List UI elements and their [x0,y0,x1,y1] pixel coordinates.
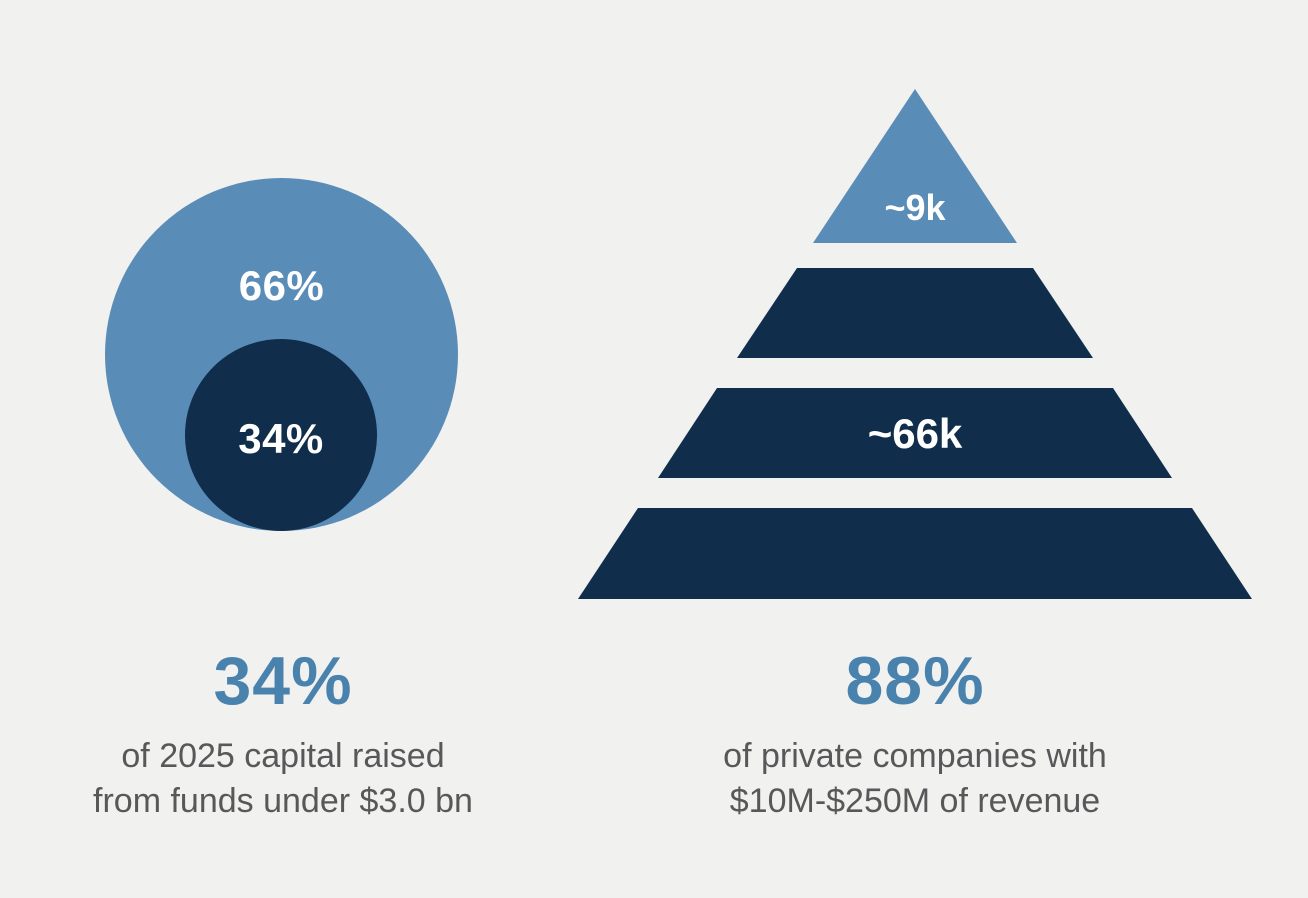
pyramid-top-label: ~9k [884,187,946,228]
pyramid-layer-top [813,89,1017,243]
left-stat-number: 34% [213,643,353,719]
outer-circle-label: 66% [238,262,325,309]
pyramid-layer-bottom [578,508,1252,599]
right-stat-number: 88% [845,643,985,719]
pyramid-middle-label: ~66k [868,410,963,457]
left-caption-line-2: from funds under $3.0 bn [93,782,473,820]
pyramid-chart: ~9k ~66k [578,89,1252,599]
left-stat-block: 34% of 2025 capital raised from funds un… [33,642,533,824]
left-caption-line-1: of 2025 capital raised [121,737,445,775]
right-stat-block: 88% of private companies with $10M-$250M… [665,642,1165,824]
inner-circle [185,339,377,531]
pyramid-layer-third [658,388,1172,478]
right-caption-line-2: $10M-$250M of revenue [729,782,1101,820]
pyramid-layer-second [737,268,1093,358]
right-caption-line-1: of private companies with [723,737,1107,775]
inner-circle-label: 34% [238,415,324,462]
